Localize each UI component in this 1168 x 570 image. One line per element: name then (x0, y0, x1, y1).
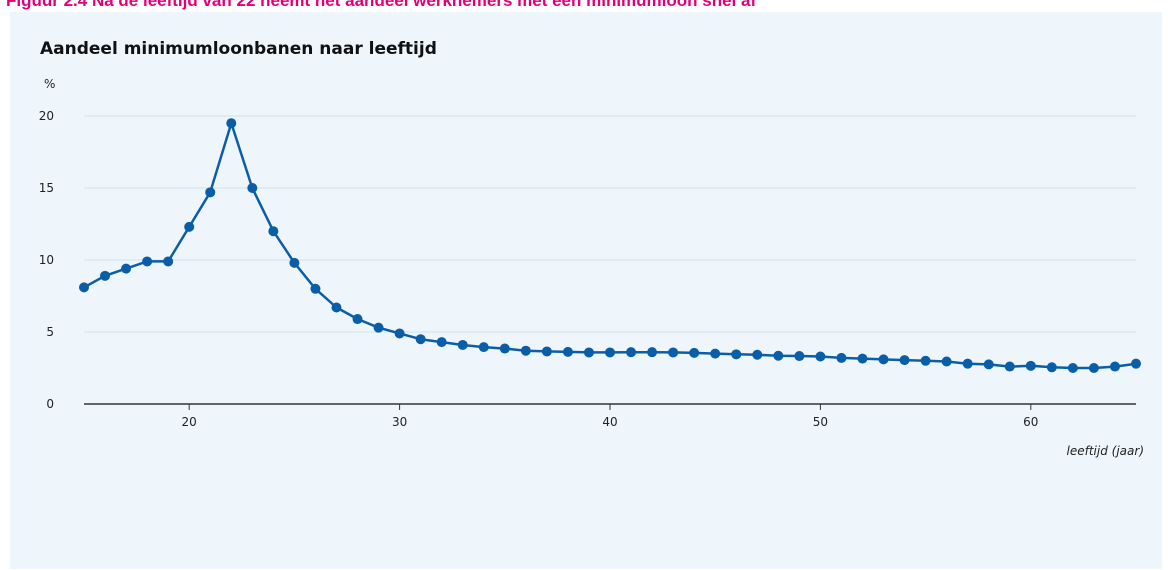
data-point-65 (1131, 359, 1141, 369)
data-point-44 (689, 348, 699, 358)
data-point-34 (479, 342, 489, 352)
data-point-36 (521, 346, 531, 356)
x-tick-label-50: 50 (813, 415, 828, 429)
data-point-28 (353, 314, 363, 324)
data-point-27 (331, 303, 341, 313)
x-axis-label: leeftijd (jaar) (1067, 444, 1144, 458)
chart-panel: Aandeel minimumloonbanen naar leeftijd %… (10, 12, 1162, 569)
data-point-58 (984, 359, 994, 369)
y-axis-unit: % (44, 77, 55, 91)
y-tick-label-15: 15 (39, 181, 54, 195)
x-tick-label-60: 60 (1023, 415, 1038, 429)
data-point-52 (857, 354, 867, 364)
data-point-38 (563, 347, 573, 357)
series-line (84, 123, 1136, 368)
data-point-53 (879, 354, 889, 364)
line-chart: Aandeel minimumloonbanen naar leeftijd %… (10, 12, 1162, 569)
data-point-57 (963, 359, 973, 369)
data-point-33 (458, 340, 468, 350)
y-tick-label-5: 5 (46, 325, 54, 339)
data-point-17 (121, 264, 131, 274)
data-point-42 (647, 347, 657, 357)
gridlines (84, 116, 1136, 332)
data-point-24 (268, 226, 278, 236)
data-point-16 (100, 271, 110, 281)
y-tick-label-20: 20 (39, 109, 54, 123)
x-tick-label-40: 40 (602, 415, 617, 429)
data-point-30 (395, 328, 405, 338)
data-point-31 (416, 334, 426, 344)
x-tick-labels: 20 30 40 50 60 (182, 404, 1039, 429)
data-point-47 (752, 350, 762, 360)
y-tick-label-10: 10 (39, 253, 54, 267)
data-point-51 (836, 353, 846, 363)
data-point-43 (668, 347, 678, 357)
data-point-60 (1026, 361, 1036, 371)
data-point-22 (226, 118, 236, 128)
data-point-40 (605, 347, 615, 357)
data-point-37 (542, 346, 552, 356)
data-point-18 (142, 256, 152, 266)
data-point-61 (1047, 362, 1057, 372)
data-point-48 (773, 351, 783, 361)
data-point-39 (584, 347, 594, 357)
data-point-54 (900, 355, 910, 365)
x-tick-label-20: 20 (182, 415, 197, 429)
figure-caption: Figuur 2.4 Na de leeftijd van 22 neemt h… (6, 0, 756, 11)
data-point-20 (184, 222, 194, 232)
data-points (79, 118, 1141, 373)
chart-title: Aandeel minimumloonbanen naar leeftijd (40, 39, 437, 59)
data-point-15 (79, 282, 89, 292)
data-point-59 (1005, 362, 1015, 372)
data-point-25 (289, 258, 299, 268)
y-tick-label-0: 0 (46, 397, 54, 411)
data-point-26 (310, 284, 320, 294)
data-point-63 (1089, 363, 1099, 373)
data-point-19 (163, 256, 173, 266)
data-point-23 (247, 183, 257, 193)
data-point-45 (710, 349, 720, 359)
data-point-56 (942, 357, 952, 367)
data-point-64 (1110, 362, 1120, 372)
data-point-41 (626, 347, 636, 357)
data-point-35 (500, 344, 510, 354)
data-point-46 (731, 349, 741, 359)
data-point-62 (1068, 363, 1078, 373)
data-point-55 (921, 356, 931, 366)
data-point-21 (205, 187, 215, 197)
y-tick-labels: 0 5 10 15 20 (39, 109, 54, 411)
data-point-50 (815, 351, 825, 361)
data-point-32 (437, 337, 447, 347)
data-point-49 (794, 351, 804, 361)
data-point-29 (374, 323, 384, 333)
x-tick-label-30: 30 (392, 415, 407, 429)
